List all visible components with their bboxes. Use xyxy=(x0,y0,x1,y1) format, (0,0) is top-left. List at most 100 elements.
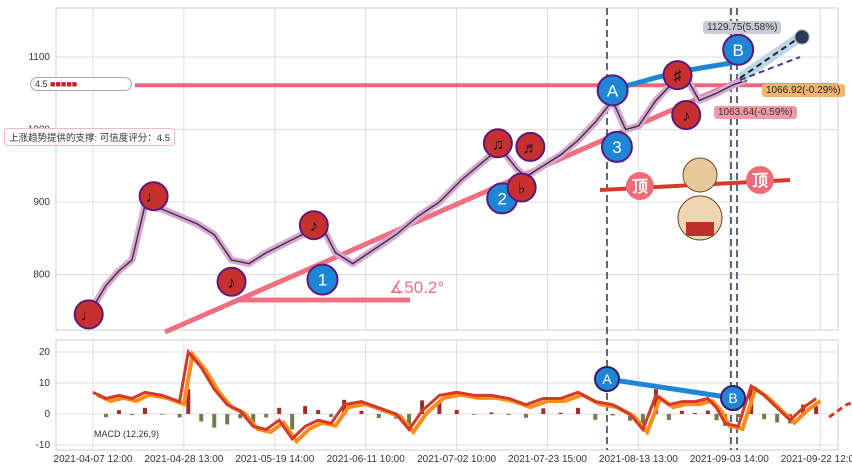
wave-marker xyxy=(596,74,629,107)
macd-histogram-bar xyxy=(558,412,563,414)
macd-histogram-bar xyxy=(714,414,719,421)
macd-histogram-bar xyxy=(359,410,364,414)
angle-label: ∡50.2° xyxy=(389,278,445,297)
macd-histogram-bar xyxy=(225,414,230,425)
x-tick-label: 2021-04-07 12:00 xyxy=(54,454,133,465)
top-badge-label: 顶 xyxy=(752,172,768,190)
wave-marker-label: B xyxy=(732,41,743,60)
macd-histogram-bar xyxy=(116,410,121,414)
macd-histogram-bar xyxy=(610,414,615,416)
x-tick-label: 2021-08-13 13:00 xyxy=(599,454,678,465)
macd-histogram-bar xyxy=(264,414,269,418)
wave-marker xyxy=(722,33,755,66)
note-marker xyxy=(216,266,247,297)
macd-histogram-bar xyxy=(238,414,243,419)
macd-histogram-bar xyxy=(199,414,204,422)
macd-histogram-bar xyxy=(251,414,256,427)
macd-histogram-bar xyxy=(407,414,412,427)
dog-head xyxy=(682,157,718,193)
macd-histogram-bar xyxy=(653,389,658,414)
macd-histogram-bar xyxy=(640,414,645,427)
macd-divergence-line xyxy=(606,376,734,401)
x-tick-label: 2021-09-22 12:00 xyxy=(781,454,852,465)
macd-histogram-bar xyxy=(705,410,710,414)
y-tick-label: 1100 xyxy=(28,52,50,63)
note-marker-label: ♩ xyxy=(146,189,162,206)
note-marker-label: ♯ xyxy=(674,68,682,85)
macd-histogram-bar xyxy=(420,400,425,414)
forecast-low-label: 1063.64(-0.59%) xyxy=(714,106,797,119)
dog-shorts xyxy=(686,222,714,236)
note-marker xyxy=(506,172,537,203)
note-marker xyxy=(73,299,104,330)
price-line xyxy=(92,76,748,308)
macd-y-tick-label: 10 xyxy=(39,378,51,389)
macd-histogram-bar xyxy=(376,414,381,418)
macd-histogram-bar xyxy=(593,414,598,420)
macd-y-tick-label: 20 xyxy=(39,347,51,358)
macd-histogram-bar xyxy=(575,407,580,414)
macd-histogram-bar xyxy=(524,414,528,418)
note-marker-label: ♪ xyxy=(228,275,236,292)
forecast-mid-label: 1066.92(-0.29%) xyxy=(762,84,845,97)
macd-histogram-bar xyxy=(316,410,321,414)
note-marker xyxy=(515,131,546,162)
x-tick-label: 2021-06-11 10:00 xyxy=(327,454,406,465)
note-marker-label: ♫ xyxy=(492,136,504,153)
macd-wave-label: A xyxy=(602,371,612,387)
macd-histogram-bar xyxy=(506,414,511,415)
wave-marker-label: 3 xyxy=(612,138,621,157)
rating-badge: 4.5 ■■■■■ xyxy=(30,77,132,91)
macd-histogram-bar xyxy=(541,408,546,414)
dog-mascot-icon xyxy=(677,157,723,241)
macd-histogram-bar xyxy=(666,414,671,420)
macd-histogram-bar xyxy=(186,389,191,414)
note-marker xyxy=(671,100,702,130)
note-marker-label: ♭ xyxy=(518,181,526,198)
wave-marker-label: A xyxy=(607,81,619,100)
wave-marker-label: 2 xyxy=(497,189,506,208)
macd-histogram-bar xyxy=(472,414,477,415)
forecast-high-label: 1129.75(5.58%) xyxy=(703,21,782,34)
top-badge-icon xyxy=(626,172,654,200)
macd-histogram-bar xyxy=(692,413,697,414)
trend-line xyxy=(163,75,747,335)
y-tick-label: 900 xyxy=(33,197,50,208)
rating-stars-icon: ■■■■■ xyxy=(50,79,78,89)
target-icon xyxy=(794,29,810,45)
macd-histogram-bar xyxy=(212,414,217,428)
macd-histogram-bar xyxy=(177,414,182,418)
note-marker-label: ♬ xyxy=(522,140,538,157)
macd-y-tick-label: 0 xyxy=(44,409,50,420)
note-marker xyxy=(662,60,693,91)
x-tick-label: 2021-05-19 14:00 xyxy=(235,454,314,465)
x-tick-label: 2021-09-03 14:00 xyxy=(690,454,769,465)
macd-histogram-bar xyxy=(762,414,767,420)
macd-histogram-bar xyxy=(160,414,165,415)
macd-histogram-bar xyxy=(679,410,684,414)
macd-wave-label: B xyxy=(728,390,737,406)
macd-histogram-bar xyxy=(736,414,741,418)
top-badge-icon xyxy=(746,166,774,194)
wave-marker-label: 1 xyxy=(318,271,327,290)
macd-y-tick-label: -10 xyxy=(36,440,51,451)
macd-histogram-bar xyxy=(142,407,147,414)
macd-wave-marker xyxy=(720,385,746,411)
note-marker-label: ♩ xyxy=(81,307,97,324)
note-marker xyxy=(298,210,329,241)
macd-histogram-bar xyxy=(329,414,334,417)
note-marker-label: ♪ xyxy=(310,218,318,235)
top-badge-label: 顶 xyxy=(632,178,648,196)
macd-forecast-line xyxy=(828,401,852,419)
forecast-mid-line xyxy=(739,56,801,81)
macd-label: MACD (12,26,9) xyxy=(94,429,160,439)
macd-histogram-bar xyxy=(814,406,819,414)
macd-histogram-bar xyxy=(454,410,459,414)
y-tick-label: 800 xyxy=(33,270,50,281)
macd-histogram-bar xyxy=(290,414,295,430)
macd-histogram-bar xyxy=(103,414,108,418)
note-marker-label: ♪ xyxy=(682,108,690,125)
x-tick-label: 2021-04-28 13:00 xyxy=(144,454,223,465)
